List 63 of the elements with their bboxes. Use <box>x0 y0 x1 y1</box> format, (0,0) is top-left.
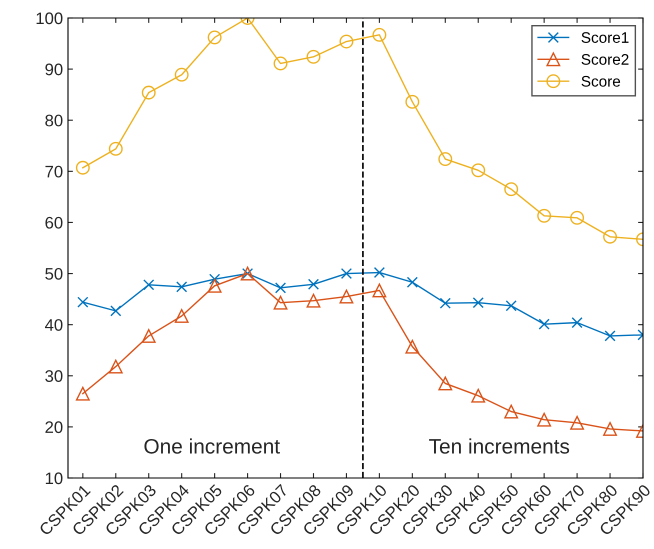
y-tick-label: 80 <box>45 114 62 126</box>
point <box>603 422 617 436</box>
point <box>570 210 584 225</box>
point <box>209 274 220 285</box>
point <box>537 208 552 223</box>
point <box>142 328 156 343</box>
y-tick-label: 20 <box>45 421 62 434</box>
point <box>76 160 90 175</box>
legend-label: Score2 <box>582 54 628 65</box>
point <box>339 290 354 304</box>
point <box>506 300 517 312</box>
point <box>374 266 385 278</box>
point <box>372 28 386 42</box>
point <box>538 318 550 330</box>
point <box>340 268 352 280</box>
point <box>110 305 122 316</box>
annotation: Ten increments <box>429 438 570 454</box>
y-tick-label: 10 <box>46 472 62 484</box>
point <box>339 34 354 48</box>
point <box>174 68 189 82</box>
point <box>604 330 616 342</box>
point <box>208 278 222 293</box>
point <box>108 142 123 156</box>
y-tick-label: 40 <box>44 319 62 331</box>
point <box>405 340 420 354</box>
point <box>176 281 188 292</box>
point <box>208 30 222 44</box>
annotation: One increment <box>144 438 280 454</box>
point <box>603 230 617 244</box>
point <box>77 296 88 308</box>
legend-label: Score1 <box>582 32 629 43</box>
y-tick-label: 60 <box>45 216 62 229</box>
y-tick-label: 30 <box>45 370 62 382</box>
point <box>274 56 288 70</box>
point <box>306 50 320 64</box>
y-tick-label: 70 <box>45 166 62 178</box>
point <box>143 279 154 290</box>
legend-label: Score <box>582 76 620 87</box>
point <box>306 294 320 308</box>
point <box>308 278 320 290</box>
point <box>406 276 418 288</box>
point <box>372 283 386 298</box>
point <box>274 296 288 310</box>
point <box>405 94 420 109</box>
point <box>274 282 286 294</box>
point <box>471 163 486 178</box>
point <box>572 317 583 328</box>
y-tick-label: 100 <box>36 12 62 24</box>
point <box>504 404 518 418</box>
point <box>504 182 518 196</box>
point <box>142 86 156 100</box>
point <box>472 297 484 308</box>
y-tick-label: 90 <box>45 64 62 76</box>
point <box>570 416 584 430</box>
point <box>440 298 451 309</box>
point <box>76 386 90 401</box>
point <box>438 152 452 166</box>
point <box>471 388 486 403</box>
point <box>108 360 123 374</box>
y-tick-label: 50 <box>45 268 62 280</box>
point <box>438 376 452 390</box>
point <box>537 412 552 427</box>
point <box>174 309 189 323</box>
